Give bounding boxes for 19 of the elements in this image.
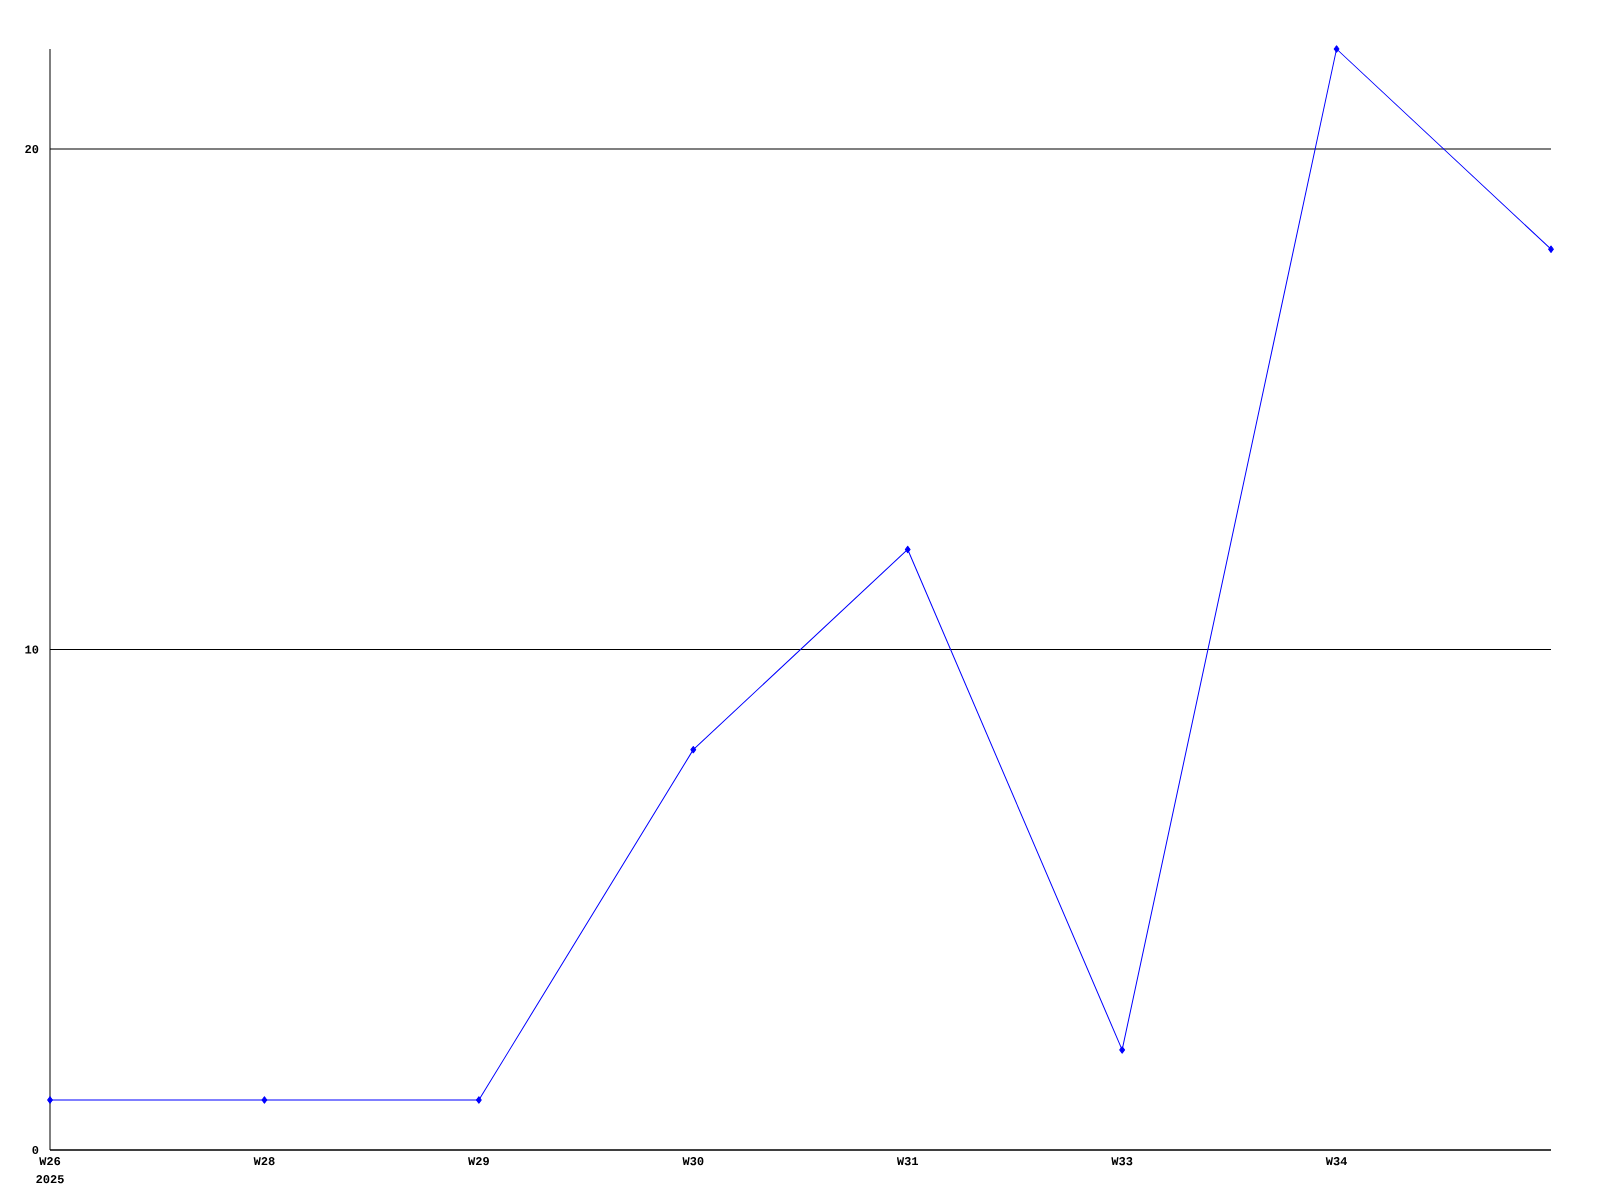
point	[690, 745, 697, 754]
x-tick-label: W29	[468, 1157, 489, 1166]
x-tick-label: W30	[682, 1157, 704, 1166]
x-tick-label: W26	[39, 1157, 61, 1166]
x-tick-label: W33	[1111, 1157, 1133, 1166]
point	[47, 1096, 53, 1104]
point	[1333, 45, 1340, 53]
x-tick-label: W34	[1325, 1157, 1348, 1166]
x-tick-label: W31	[896, 1157, 919, 1166]
point	[475, 1096, 482, 1104]
y-tick-label: 10	[25, 645, 39, 654]
point	[1548, 245, 1554, 253]
text: 2025	[36, 1175, 64, 1184]
y-tick-label: 20	[25, 145, 39, 154]
point	[904, 545, 911, 554]
point	[1119, 1046, 1126, 1054]
x-tick-label: W28	[253, 1157, 275, 1166]
y-tick-label: 0	[32, 1145, 39, 1155]
point	[261, 1096, 268, 1104]
